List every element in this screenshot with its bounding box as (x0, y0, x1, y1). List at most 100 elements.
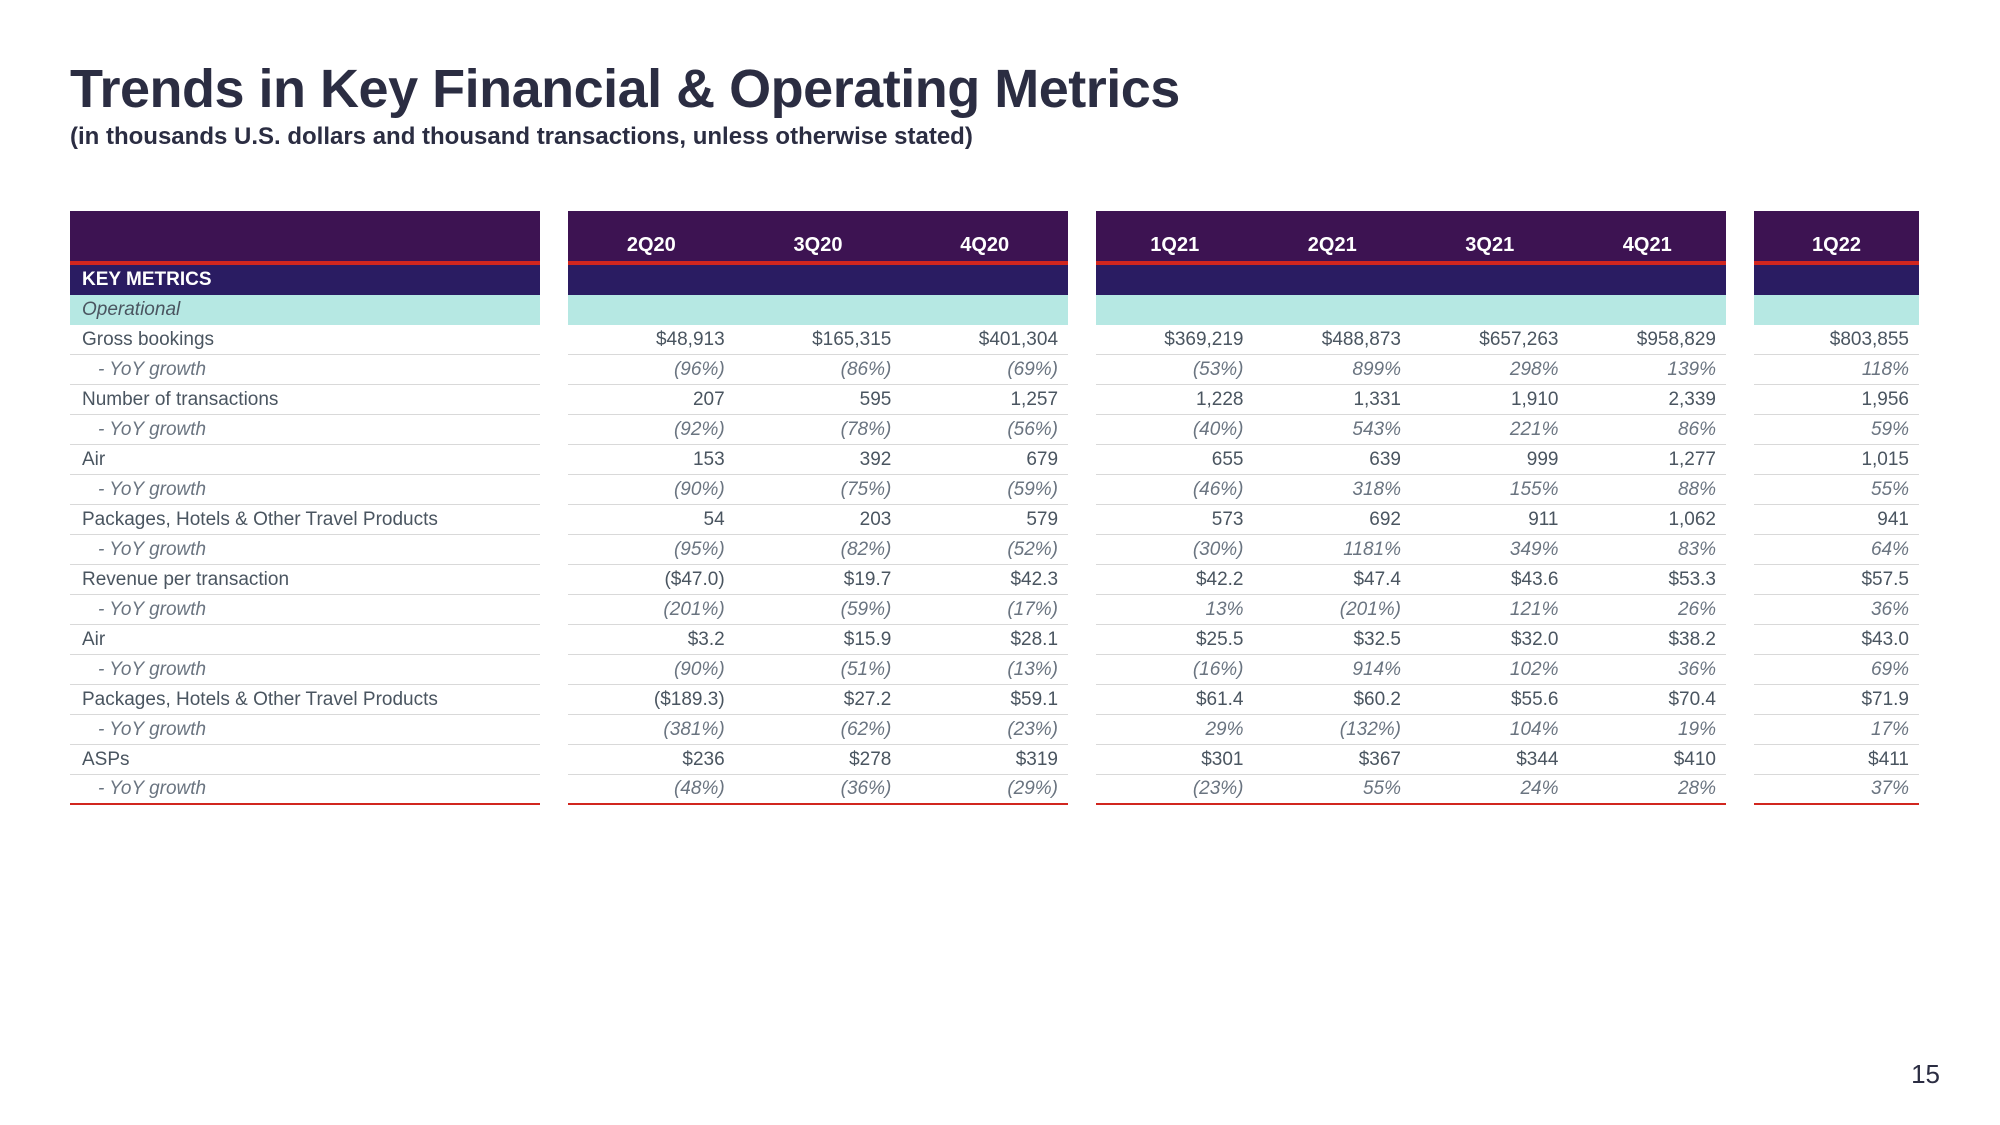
table-row: 118% (1754, 355, 1919, 385)
table-row: $3.2$15.9$28.1 (568, 625, 1068, 655)
table-row: Air (70, 445, 540, 475)
table-row: $43.0 (1754, 625, 1919, 655)
table-cell: 24% (1411, 778, 1569, 800)
table-row: Air (70, 625, 540, 655)
table-row: $369,219$488,873$657,263$958,829 (1096, 325, 1726, 355)
table-row: $48,913$165,315$401,304 (568, 325, 1068, 355)
table-cell: $958,829 (1569, 329, 1727, 351)
table-row: Revenue per transaction (70, 565, 540, 595)
table-cell: 914% (1254, 659, 1412, 681)
table-row: (90%)(75%)(59%) (568, 475, 1068, 505)
table-cell: 55% (1254, 778, 1412, 800)
table-row: (40%)543%221%86% (1096, 415, 1726, 445)
table-cell: $43.0 (1754, 629, 1919, 651)
table-row: 69% (1754, 655, 1919, 685)
table-row: (381%)(62%)(23%) (568, 715, 1068, 745)
table-cell: 19% (1569, 719, 1727, 741)
table-cell: $657,263 (1411, 329, 1569, 351)
table-cell: 36% (1569, 659, 1727, 681)
table-cell: 941 (1754, 509, 1919, 531)
table-cell: (29%) (901, 778, 1068, 800)
row-label: - YoY growth (70, 539, 218, 561)
table-cell: (36%) (735, 778, 902, 800)
table-cell: 899% (1254, 359, 1412, 381)
table-cell: $410 (1569, 749, 1727, 771)
table-cell: (90%) (568, 479, 735, 501)
table-cell: (95%) (568, 539, 735, 561)
table-cell: (46%) (1096, 479, 1254, 501)
table-cell: (201%) (1254, 599, 1412, 621)
table-row: (90%)(51%)(13%) (568, 655, 1068, 685)
period-header: 3Q21 (1411, 226, 1569, 261)
table-cell: $3.2 (568, 629, 735, 651)
table-cell: (75%) (735, 479, 902, 501)
row-label: Revenue per transaction (70, 569, 301, 591)
table-cell: ($47.0) (568, 569, 735, 591)
table-cell: (90%) (568, 659, 735, 681)
table-cell: 1,062 (1569, 509, 1727, 531)
table-cell: $42.2 (1096, 569, 1254, 591)
row-label: - YoY growth (70, 659, 218, 681)
table-cell: (201%) (568, 599, 735, 621)
table-row: 64% (1754, 535, 1919, 565)
table-cell: 36% (1754, 599, 1919, 621)
table-cell: 911 (1411, 509, 1569, 531)
table-row: $236$278$319 (568, 745, 1068, 775)
table-row: (96%)(86%)(69%) (568, 355, 1068, 385)
table-cell: (132%) (1254, 719, 1412, 741)
row-label: - YoY growth (70, 419, 218, 441)
table-row: 941 (1754, 505, 1919, 535)
table-cell: 392 (735, 449, 902, 471)
table-row: (23%)55%24%28% (1096, 775, 1726, 805)
table-row: 54203579 (568, 505, 1068, 535)
table-row: - YoY growth (70, 415, 540, 445)
table-row: - YoY growth (70, 775, 540, 805)
table-row: (30%)1181%349%83% (1096, 535, 1726, 565)
table-row: (95%)(82%)(52%) (568, 535, 1068, 565)
table-cell: 298% (1411, 359, 1569, 381)
row-label: Air (70, 449, 117, 471)
table-cell: (59%) (901, 479, 1068, 501)
table-cell: $43.6 (1411, 569, 1569, 591)
table-cell: $488,873 (1254, 329, 1412, 351)
table-row: (201%)(59%)(17%) (568, 595, 1068, 625)
table-row: 17% (1754, 715, 1919, 745)
period-header: 2Q21 (1254, 226, 1412, 261)
table-cell: $803,855 (1754, 329, 1919, 351)
row-label: Gross bookings (70, 329, 226, 351)
row-label: Packages, Hotels & Other Travel Products (70, 689, 450, 711)
period-group-2022: 1Q22 $803,855118%1,95659%1,01555%94164%$… (1754, 211, 1919, 805)
row-label: - YoY growth (70, 479, 218, 501)
table-cell: 26% (1569, 599, 1727, 621)
table-cell: $15.9 (735, 629, 902, 651)
table-row: - YoY growth (70, 655, 540, 685)
table-row: (53%)899%298%139% (1096, 355, 1726, 385)
table-cell: (78%) (735, 419, 902, 441)
table-cell: 655 (1096, 449, 1254, 471)
row-label: ASPs (70, 749, 142, 771)
table-cell: 86% (1569, 419, 1727, 441)
table-row: $803,855 (1754, 325, 1919, 355)
table-cell: $236 (568, 749, 735, 771)
table-cell: 579 (901, 509, 1068, 531)
table-cell: 1,277 (1569, 449, 1727, 471)
subsection-label: Operational (70, 299, 192, 321)
table-cell: 88% (1569, 479, 1727, 501)
row-label: - YoY growth (70, 359, 218, 381)
table-cell: $57.5 (1754, 569, 1919, 591)
table-cell: $42.3 (901, 569, 1068, 591)
table-cell: (53%) (1096, 359, 1254, 381)
table-cell: 207 (568, 389, 735, 411)
table-cell: 13% (1096, 599, 1254, 621)
table-cell: (82%) (735, 539, 902, 561)
table-cell: $27.2 (735, 689, 902, 711)
table-cell: (51%) (735, 659, 902, 681)
table-cell: 17% (1754, 719, 1919, 741)
table-cell: (62%) (735, 719, 902, 741)
table-cell: 121% (1411, 599, 1569, 621)
table-cell: 153 (568, 449, 735, 471)
table-cell: 64% (1754, 539, 1919, 561)
table-cell: 1,015 (1754, 449, 1919, 471)
table-row: Packages, Hotels & Other Travel Products (70, 505, 540, 535)
table-cell: 139% (1569, 359, 1727, 381)
